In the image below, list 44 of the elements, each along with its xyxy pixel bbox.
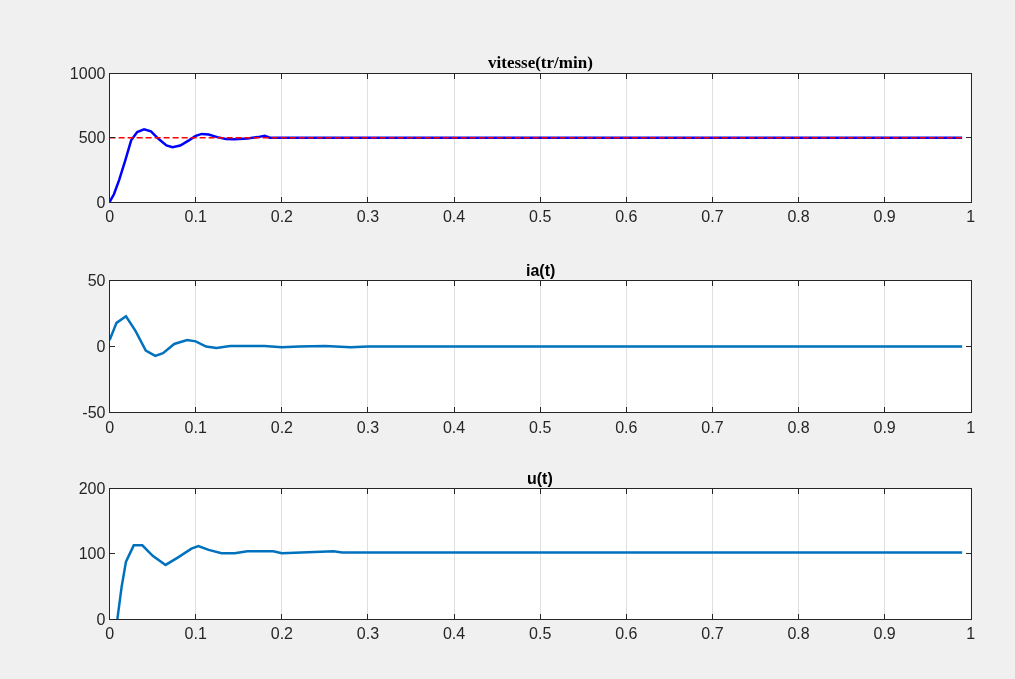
y-tick-label: 0 — [96, 338, 106, 356]
x-tick-label: 0.5 — [529, 208, 552, 226]
x-tick-label: 0.5 — [529, 625, 552, 643]
chart-title: vitesse(tr/min) — [488, 53, 593, 72]
x-tick-label: 0.7 — [701, 625, 724, 643]
x-tick-label: 0.6 — [615, 418, 638, 436]
x-tick-label: 0.2 — [270, 418, 294, 436]
x-tick-label: 0.3 — [356, 418, 380, 436]
y-tick-label: -50 — [82, 404, 106, 422]
x-tick-label: 0.4 — [442, 208, 466, 226]
x-tick-label: 0.1 — [184, 208, 207, 226]
y-tick-label: 0 — [96, 610, 106, 628]
chart-title: ia(t) — [526, 262, 556, 279]
x-tick-label: 0.2 — [270, 208, 294, 226]
x-tick-label: 0.7 — [701, 208, 724, 226]
x-tick-label: 0.3 — [356, 625, 380, 643]
x-tick-label: 0.4 — [442, 625, 466, 643]
y-tick-label: 1000 — [69, 65, 106, 83]
x-tick-label: 0.8 — [787, 625, 810, 643]
x-tick-label: 1 — [966, 625, 976, 643]
y-tick-label: 200 — [78, 480, 106, 498]
x-tick-label: 1 — [966, 418, 976, 436]
y-tick-label: 50 — [87, 272, 106, 290]
line-series — [116, 544, 964, 620]
chart-title: u(t) — [527, 470, 553, 487]
x-tick-label: 0.9 — [873, 625, 896, 643]
x-tick-label: 0.9 — [873, 418, 896, 436]
x-tick-label: 0.6 — [615, 208, 638, 226]
x-tick-label: 0.8 — [787, 208, 810, 226]
x-tick-label: 0.6 — [615, 625, 638, 643]
x-tick-label: 0.2 — [270, 625, 294, 643]
y-tick-label: 100 — [78, 545, 106, 563]
line-series — [109, 315, 964, 358]
x-tick-label: 0.3 — [356, 208, 380, 226]
x-tick-label: 0.9 — [873, 208, 896, 226]
x-tick-label: 0.7 — [701, 418, 724, 436]
x-tick-label: 0.5 — [529, 418, 552, 436]
x-tick-label: 0.8 — [787, 418, 810, 436]
y-tick-label: 500 — [78, 129, 106, 147]
x-tick-label: 0.4 — [442, 418, 466, 436]
x-tick-label: 1 — [966, 208, 976, 226]
x-tick-label: 0.1 — [184, 418, 207, 436]
y-tick-label: 0 — [96, 193, 106, 211]
x-tick-label: 0.1 — [184, 625, 207, 643]
